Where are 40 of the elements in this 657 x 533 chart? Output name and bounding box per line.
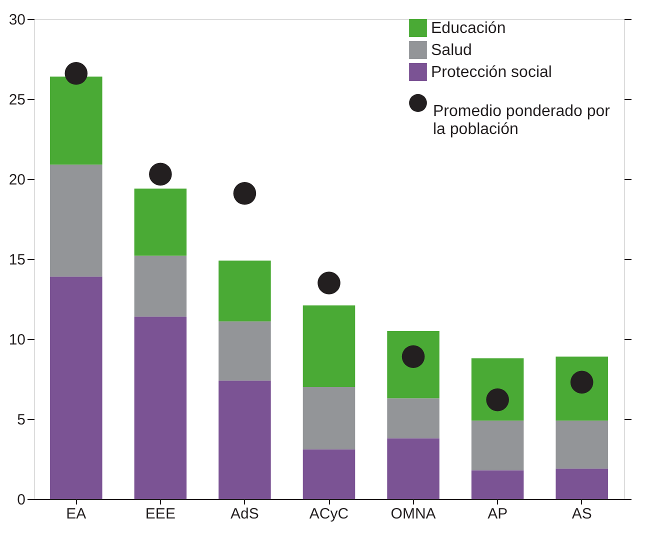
bar (302, 449, 356, 499)
bar (556, 468, 608, 499)
bar (387, 438, 440, 499)
legend-label: Salud (431, 42, 472, 59)
y-tick-label: 20 (8, 172, 26, 188)
legend-label: Promedio ponderado por la población (433, 103, 611, 138)
bar (50, 164, 102, 277)
x-tick-label: EEE (145, 506, 176, 522)
bar (218, 380, 271, 499)
bar (556, 420, 608, 469)
bar (50, 76, 102, 165)
bar (134, 256, 187, 317)
x-tick-label: AP (488, 506, 508, 522)
x-tick-label: ACyC (309, 506, 349, 522)
point (64, 62, 88, 85)
y-tick-label: 10 (8, 332, 26, 348)
bar (471, 470, 524, 499)
y-tick-label: 25 (8, 92, 26, 108)
x-tick-label: AdS (230, 506, 259, 522)
bar (134, 316, 187, 499)
legend-label: Protección social (431, 64, 552, 81)
bar (471, 420, 524, 470)
y-tick-label: 5 (17, 412, 26, 428)
y-tick-label: 15 (8, 252, 26, 268)
point (318, 272, 340, 294)
point (149, 162, 172, 186)
point (233, 182, 256, 205)
y-tick-label: 30 (8, 12, 26, 28)
legend-label: Educación (431, 20, 506, 37)
y-tick-label: 0 (17, 492, 26, 508)
x-tick-label: EA (66, 506, 86, 522)
x-tick-label: AS (572, 506, 592, 522)
bar (134, 188, 187, 256)
bar (302, 387, 356, 450)
bar (302, 305, 356, 387)
bar (218, 321, 271, 381)
bar (387, 398, 440, 438)
bar (218, 260, 271, 322)
x-tick-label: OMNA (390, 506, 436, 522)
bar (50, 276, 102, 499)
